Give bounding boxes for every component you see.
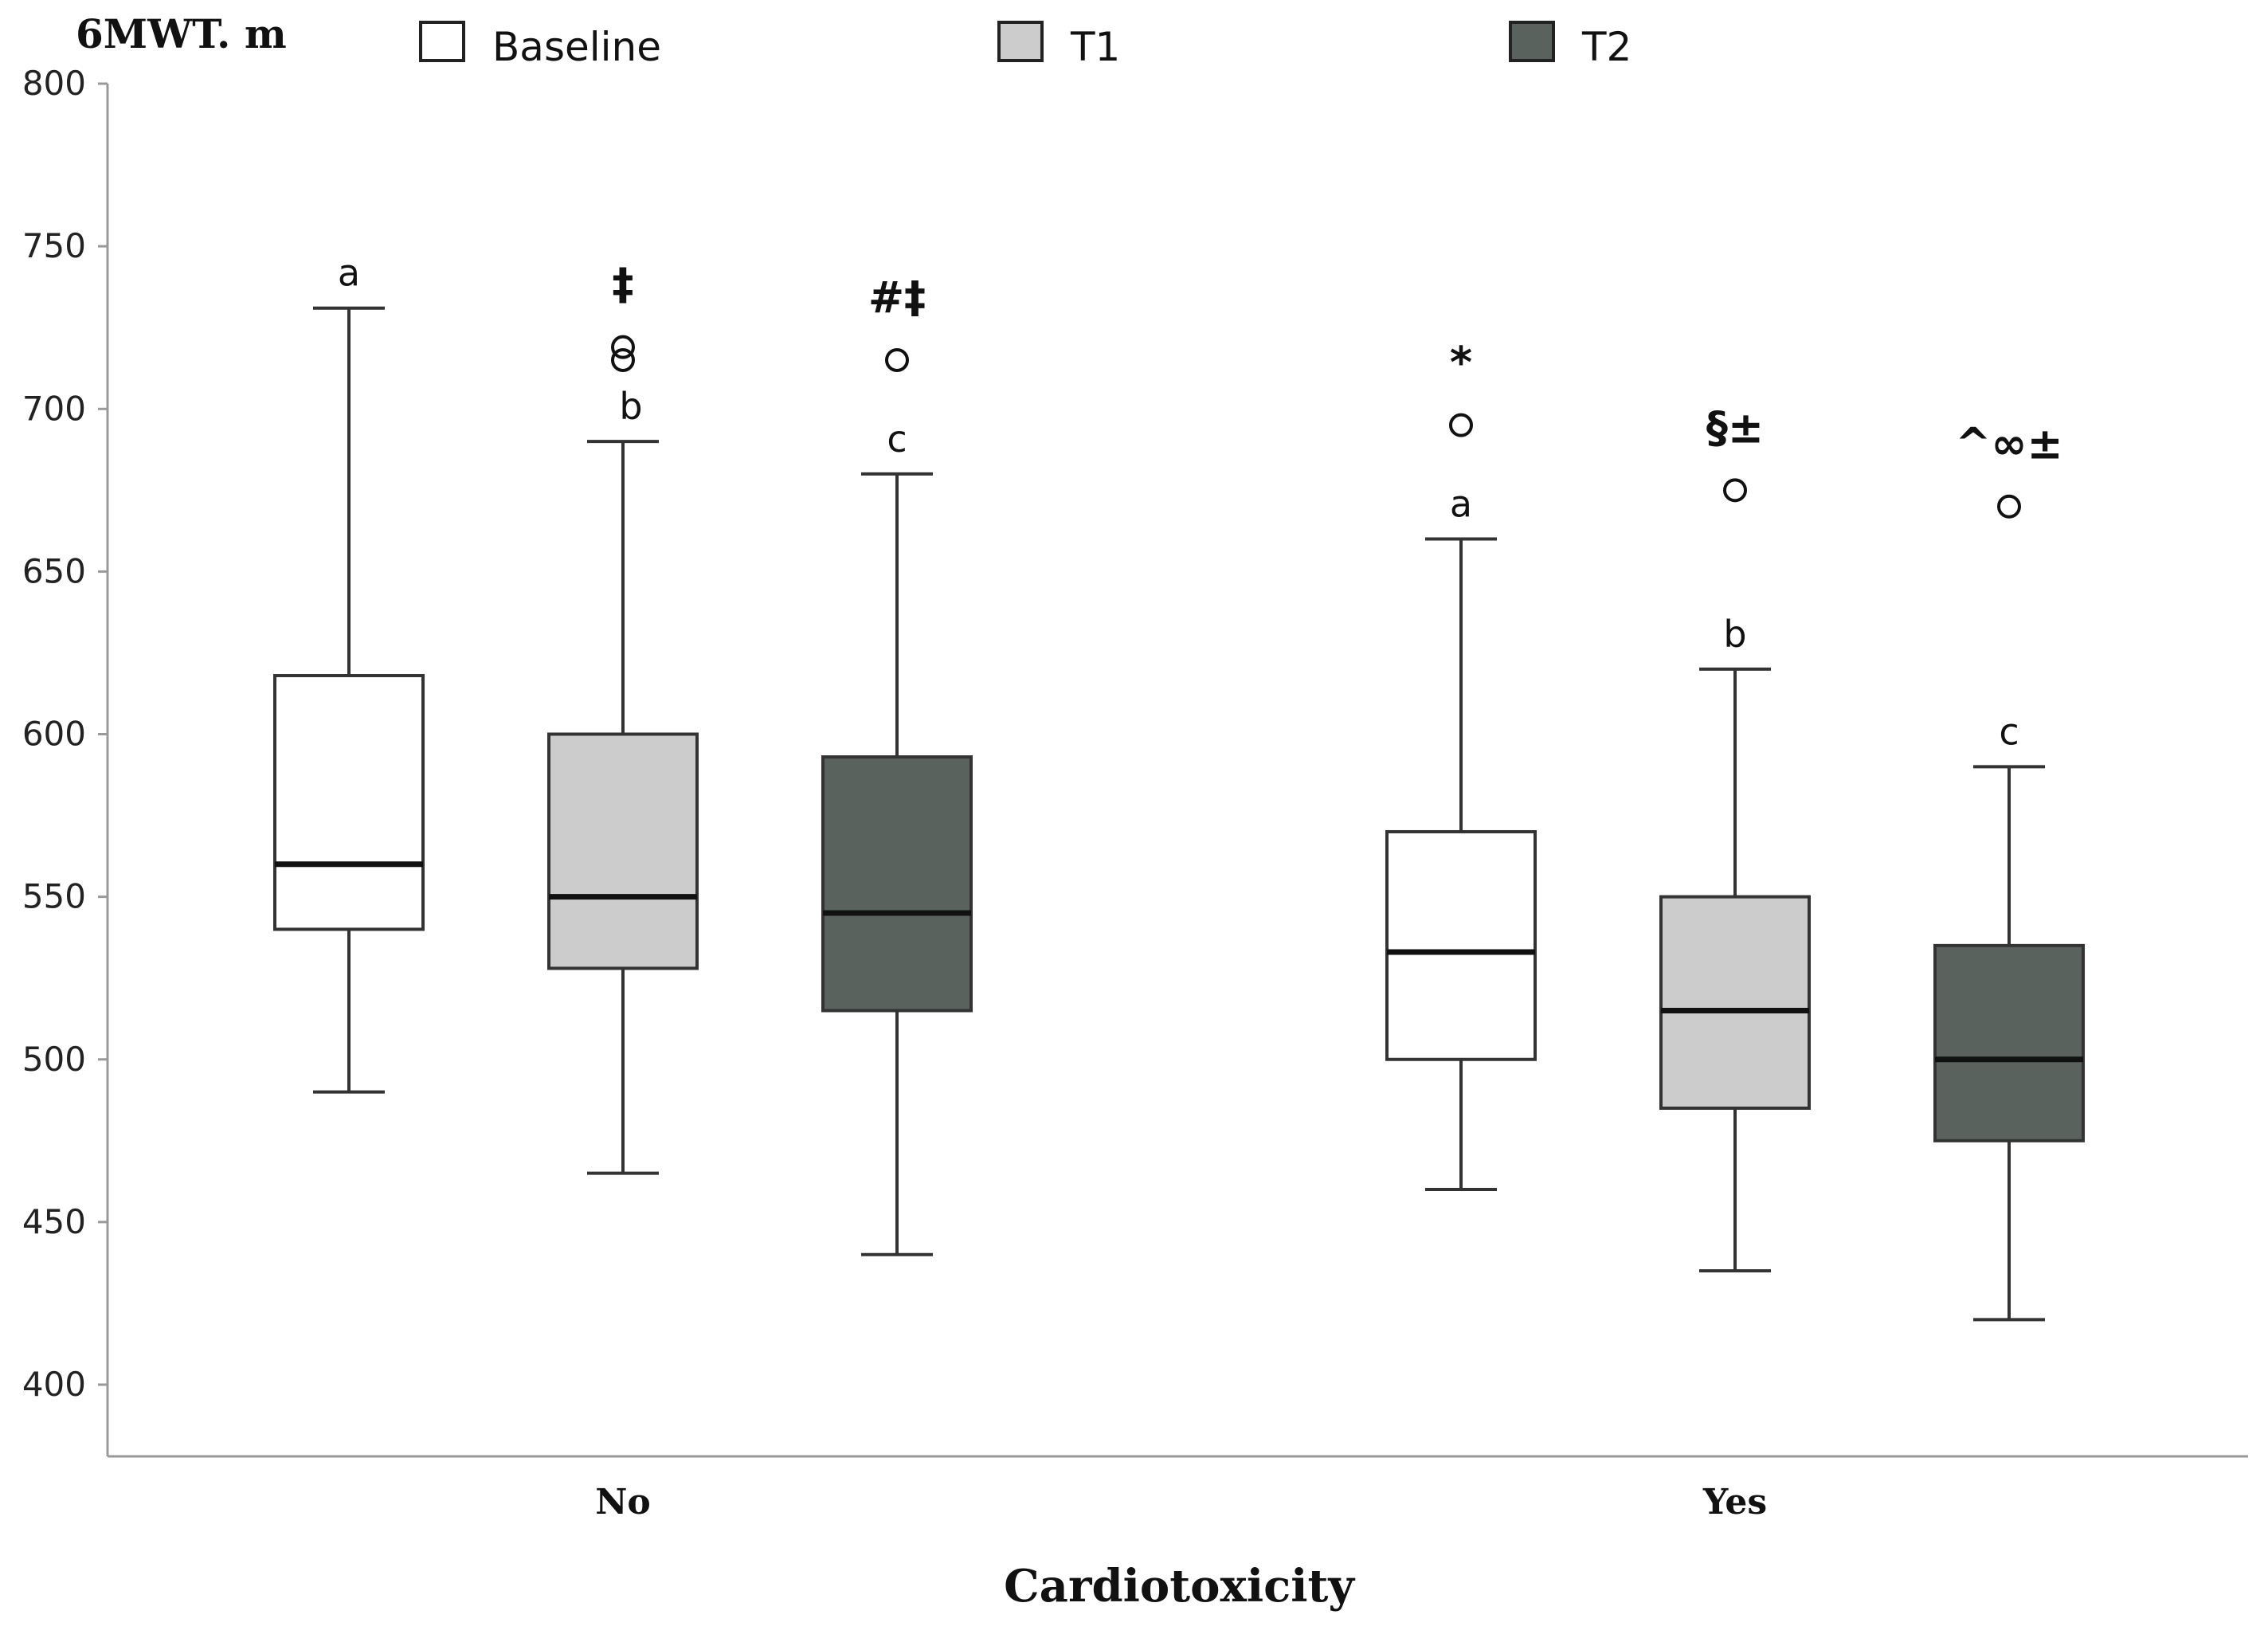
box-t1-yes: b §± — [1659, 402, 1811, 1273]
significance-letter: b — [1723, 613, 1746, 656]
axes: 400 450 500 550 600 650 700 750 800 No Yes — [22, 64, 2248, 1522]
legend-label: T1 — [1070, 24, 1120, 70]
y-tick-label: 450 — [22, 1202, 86, 1241]
legend-swatch — [419, 21, 465, 62]
significance-letter: a — [1450, 483, 1472, 526]
legend-item-t1: T1 — [997, 21, 1120, 70]
outlier-point — [1997, 494, 2021, 519]
outlier-point — [885, 348, 909, 373]
significance-symbol: * — [1450, 338, 1472, 388]
legend-swatch — [1509, 21, 1555, 62]
outlier-point — [611, 335, 635, 359]
legend-item-t2: T2 — [1509, 21, 1631, 70]
box-iqr — [1659, 895, 1811, 1110]
y-tick-label: 550 — [22, 877, 86, 916]
box-t1-no: b‡ — [547, 260, 699, 1175]
significance-letter: c — [887, 417, 907, 460]
box-iqr — [821, 755, 973, 1013]
x-category-label: Yes — [1702, 1482, 1767, 1522]
y-tick-label: 400 — [22, 1365, 86, 1404]
x-category-label: No — [595, 1482, 651, 1522]
box-t2-no: c #‡ — [821, 272, 973, 1256]
significance-letter: b — [619, 385, 642, 428]
legend-item-baseline: Baseline — [419, 21, 661, 70]
box-iqr — [547, 732, 699, 970]
y-tick-label: 750 — [22, 226, 86, 265]
x-axis-label: Cardiotoxicity — [1004, 1560, 1355, 1613]
significance-symbol: #‡ — [868, 272, 926, 323]
significance-symbol: ^∞± — [1955, 419, 2062, 469]
outlier-point — [1449, 413, 1473, 437]
significance-symbol: ‡ — [613, 260, 634, 310]
legend-label: Baseline — [492, 24, 661, 70]
legend: Baseline T1 T2 — [419, 21, 1631, 70]
y-tick-label: 500 — [22, 1040, 86, 1079]
box-iqr — [273, 674, 425, 931]
y-tick-label: 650 — [22, 551, 86, 590]
y-tick-label: 600 — [22, 715, 86, 754]
box-iqr — [1385, 829, 1537, 1061]
box-baseline-yes: a* — [1385, 338, 1537, 1192]
y-tick-label: 700 — [22, 389, 86, 428]
outlier-point — [1723, 478, 1747, 503]
boxes: aa*b‡b§±c#‡c^∞± — [273, 252, 2085, 1322]
y-tick-label: 800 — [22, 64, 86, 103]
box-baseline-no: a — [273, 252, 425, 1094]
significance-letter: a — [338, 252, 360, 295]
significance-letter: c — [1999, 710, 2019, 753]
legend-swatch — [997, 21, 1044, 62]
legend-label: T2 — [1581, 24, 1631, 70]
y-axis-label: 6MWT. m — [76, 10, 287, 57]
significance-symbol: §± — [1706, 402, 1764, 453]
outlier-point — [611, 348, 635, 373]
box-iqr — [1933, 943, 2085, 1142]
box-t2-yes: c ^∞± — [1933, 419, 2085, 1322]
